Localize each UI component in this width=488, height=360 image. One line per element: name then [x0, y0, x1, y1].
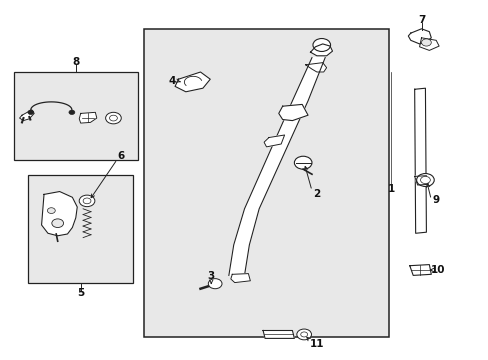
- Circle shape: [294, 156, 311, 169]
- Circle shape: [109, 115, 117, 121]
- Text: 3: 3: [207, 271, 214, 282]
- Polygon shape: [41, 192, 77, 236]
- Text: 7: 7: [417, 15, 425, 25]
- Polygon shape: [305, 63, 326, 72]
- Circle shape: [420, 176, 429, 184]
- Polygon shape: [310, 44, 332, 56]
- Text: 10: 10: [429, 265, 444, 275]
- Circle shape: [28, 110, 34, 114]
- Polygon shape: [414, 176, 427, 185]
- Polygon shape: [263, 330, 294, 338]
- Polygon shape: [20, 110, 34, 121]
- Circle shape: [312, 39, 330, 51]
- Circle shape: [416, 174, 433, 186]
- Circle shape: [52, 219, 63, 228]
- Polygon shape: [414, 88, 426, 233]
- Circle shape: [69, 110, 75, 114]
- Polygon shape: [409, 265, 430, 275]
- Polygon shape: [264, 135, 284, 147]
- Polygon shape: [79, 112, 97, 123]
- Bar: [144, 29, 388, 337]
- Polygon shape: [230, 274, 250, 283]
- Circle shape: [300, 332, 307, 337]
- Text: 4: 4: [168, 76, 176, 86]
- Text: 2: 2: [313, 189, 320, 199]
- Bar: [14, 72, 138, 160]
- Circle shape: [83, 198, 91, 204]
- Text: 1: 1: [387, 184, 394, 194]
- Polygon shape: [419, 38, 438, 50]
- Polygon shape: [228, 58, 325, 275]
- Text: 5: 5: [77, 288, 84, 298]
- Text: 11: 11: [309, 339, 324, 349]
- Circle shape: [105, 112, 121, 124]
- Bar: [28, 175, 133, 283]
- Text: 6: 6: [118, 150, 124, 161]
- Text: 8: 8: [72, 57, 79, 67]
- Circle shape: [421, 39, 430, 46]
- Polygon shape: [278, 104, 307, 121]
- Text: 9: 9: [432, 195, 439, 205]
- Circle shape: [208, 279, 222, 289]
- Circle shape: [47, 208, 55, 213]
- Circle shape: [79, 195, 95, 207]
- Polygon shape: [407, 29, 430, 44]
- Polygon shape: [175, 72, 210, 92]
- Circle shape: [296, 329, 311, 340]
